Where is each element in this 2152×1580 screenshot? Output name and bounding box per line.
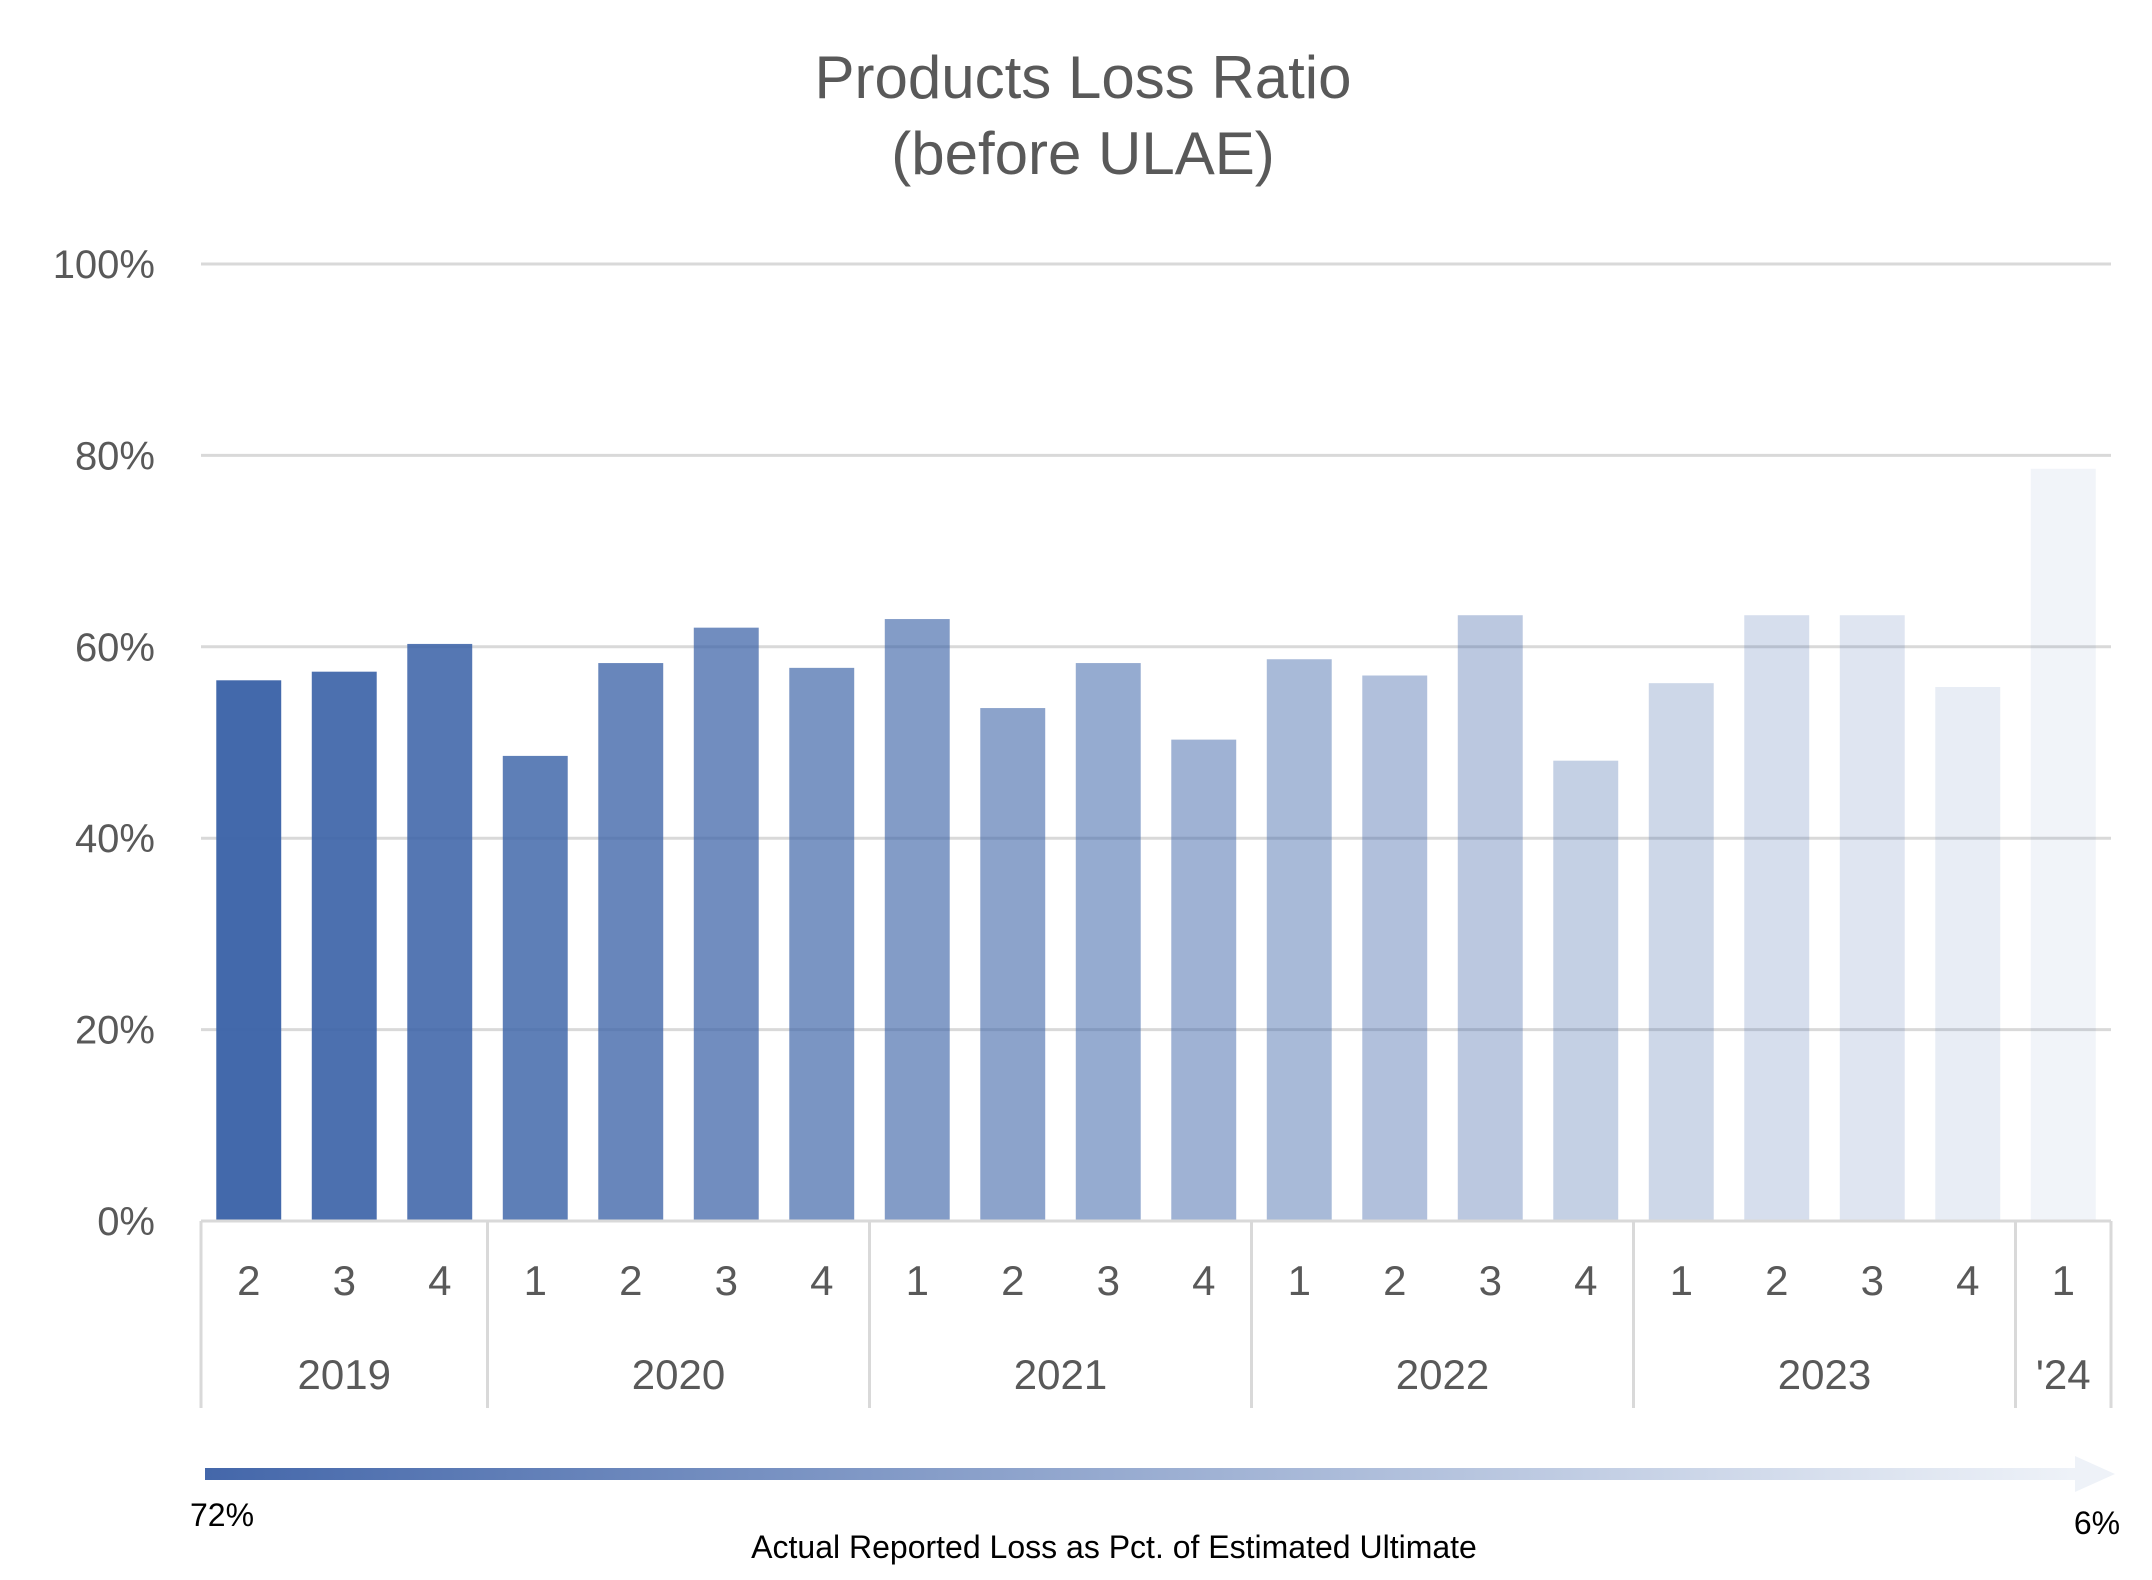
- quarter-label: 4: [1956, 1257, 1979, 1304]
- gradient-arrow-shaft: [205, 1468, 2075, 1480]
- chart-subtitle: (before ULAE): [891, 120, 1275, 187]
- quarter-label: 1: [906, 1257, 929, 1304]
- quarter-label: 2: [1383, 1257, 1406, 1304]
- year-label: 2022: [1396, 1351, 1489, 1398]
- y-tick-label: 60%: [75, 626, 155, 670]
- quarter-label: 1: [1288, 1257, 1311, 1304]
- quarter-label: 2: [237, 1257, 260, 1304]
- bar: [1266, 659, 1332, 1221]
- quarter-label: 4: [1192, 1257, 1215, 1304]
- bar: [1075, 663, 1141, 1221]
- bar: [1744, 615, 1810, 1221]
- gradient-caption: Actual Reported Loss as Pct. of Estimate…: [751, 1529, 1477, 1565]
- bar: [980, 708, 1046, 1221]
- quarter-label: 2: [1765, 1257, 1788, 1304]
- quarter-label: 4: [1574, 1257, 1597, 1304]
- y-tick-label: 100%: [53, 243, 155, 287]
- quarter-label: 2: [1001, 1257, 1024, 1304]
- bar: [1457, 615, 1523, 1221]
- quarter-label: 3: [333, 1257, 356, 1304]
- quarter-label: 2: [619, 1257, 642, 1304]
- bar: [884, 619, 950, 1221]
- y-tick-label: 40%: [75, 817, 155, 861]
- quarter-label: 1: [1670, 1257, 1693, 1304]
- gradient-end-label: 6%: [2074, 1505, 2120, 1541]
- bar: [216, 680, 282, 1221]
- bar: [1839, 615, 1905, 1221]
- quarter-label: 3: [1479, 1257, 1502, 1304]
- quarter-label: 3: [1097, 1257, 1120, 1304]
- gradient-legend: 72% 6% Actual Reported Loss as Pct. of E…: [190, 1456, 2120, 1565]
- bar: [1362, 675, 1428, 1221]
- bar: [2030, 468, 2096, 1222]
- bar: [1171, 739, 1237, 1221]
- bar: [1553, 760, 1619, 1221]
- bar: [1935, 686, 2001, 1221]
- quarter-label: 1: [2052, 1257, 2075, 1304]
- quarter-label: 3: [1861, 1257, 1884, 1304]
- quarter-label: 4: [810, 1257, 833, 1304]
- bar: [1648, 683, 1714, 1221]
- gradient-start-label: 72%: [190, 1497, 254, 1533]
- gradient-arrow-head-icon: [2075, 1456, 2115, 1492]
- y-tick-label: 20%: [75, 1009, 155, 1053]
- y-tick-label: 80%: [75, 434, 155, 478]
- bar: [693, 627, 759, 1221]
- bar: [407, 643, 473, 1221]
- bar: [789, 667, 855, 1221]
- year-label: '24: [2036, 1351, 2091, 1398]
- year-label: 2019: [298, 1351, 391, 1398]
- bar: [502, 755, 568, 1221]
- year-label: 2021: [1014, 1351, 1107, 1398]
- bar: [311, 671, 377, 1221]
- bar: [598, 663, 664, 1221]
- chart-title: Products Loss Ratio: [815, 44, 1352, 111]
- quarter-label: 1: [524, 1257, 547, 1304]
- year-label: 2023: [1778, 1351, 1871, 1398]
- y-tick-label: 0%: [97, 1200, 155, 1244]
- year-label: 2020: [632, 1351, 725, 1398]
- quarter-label: 4: [428, 1257, 451, 1304]
- quarter-label: 3: [715, 1257, 738, 1304]
